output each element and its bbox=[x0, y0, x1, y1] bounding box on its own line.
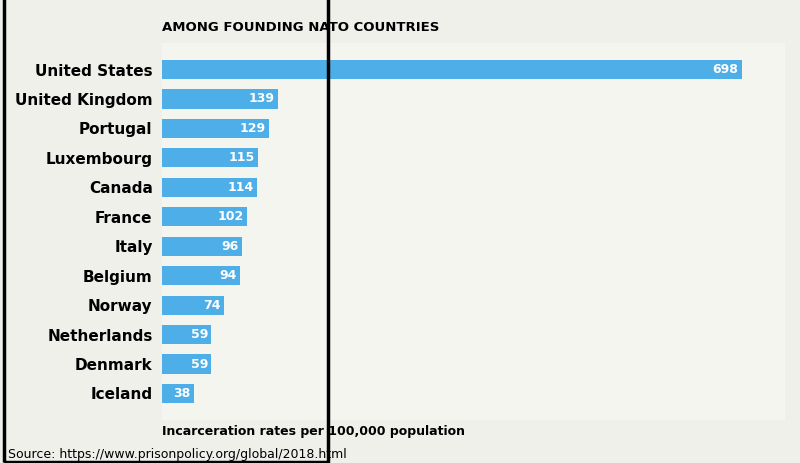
Bar bbox=[162, 178, 257, 197]
Text: 139: 139 bbox=[249, 93, 274, 106]
Text: 698: 698 bbox=[713, 63, 738, 76]
Text: 59: 59 bbox=[190, 357, 208, 370]
Bar bbox=[162, 60, 742, 79]
Text: 115: 115 bbox=[228, 151, 254, 164]
Bar bbox=[162, 325, 211, 344]
Text: 129: 129 bbox=[240, 122, 266, 135]
Text: 59: 59 bbox=[190, 328, 208, 341]
Bar bbox=[162, 295, 224, 315]
Text: Incarceration rates per 100,000 population: Incarceration rates per 100,000 populati… bbox=[162, 425, 466, 438]
Text: Source: https://www.prisonpolicy.org/global/2018.html: Source: https://www.prisonpolicy.org/glo… bbox=[8, 448, 346, 461]
Bar bbox=[162, 207, 247, 226]
Text: AMONG FOUNDING NATO COUNTRIES: AMONG FOUNDING NATO COUNTRIES bbox=[162, 20, 440, 33]
Bar bbox=[162, 119, 270, 138]
Text: 114: 114 bbox=[227, 181, 254, 194]
Text: 94: 94 bbox=[220, 269, 237, 282]
Text: 38: 38 bbox=[174, 387, 190, 400]
Bar bbox=[162, 384, 194, 403]
Bar bbox=[162, 89, 278, 108]
Text: 74: 74 bbox=[203, 299, 221, 312]
Text: 102: 102 bbox=[218, 210, 244, 223]
Bar bbox=[162, 237, 242, 256]
Bar bbox=[162, 355, 211, 374]
Bar bbox=[162, 266, 240, 285]
Bar bbox=[162, 148, 258, 168]
Text: 96: 96 bbox=[222, 240, 238, 253]
